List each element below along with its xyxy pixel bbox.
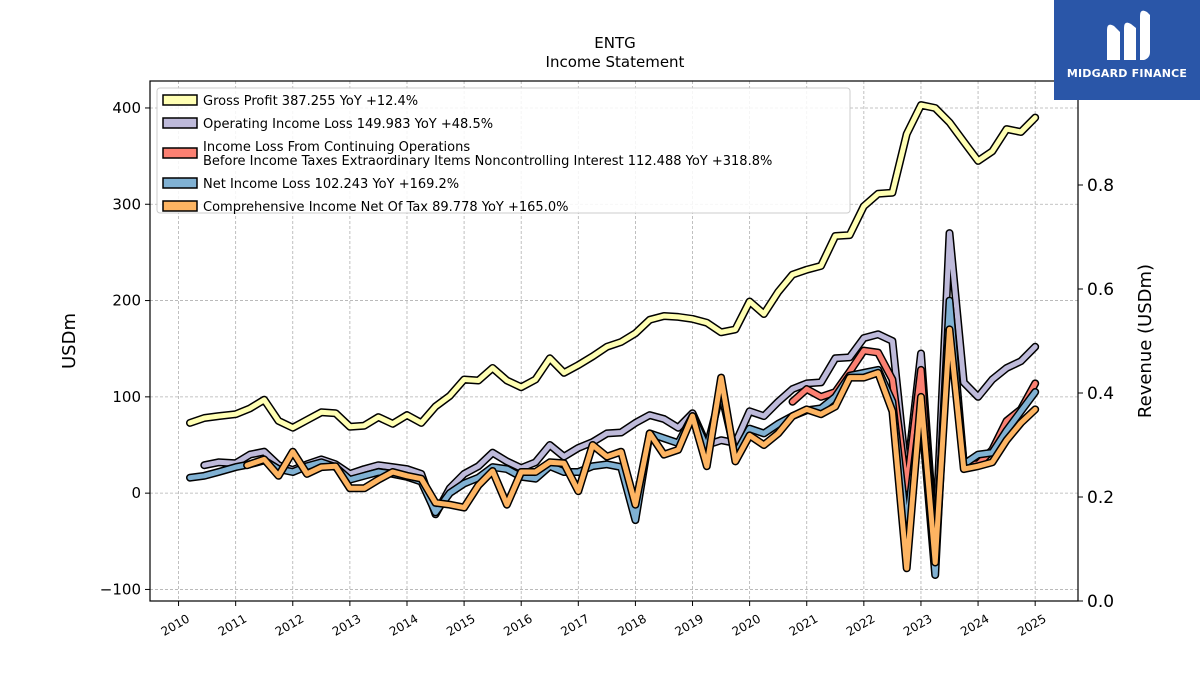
chart-title: ENTG: [594, 34, 635, 52]
series-line: [244, 326, 1038, 571]
legend-swatch: [162, 177, 198, 189]
legend-label: Before Income Taxes Extraordinary Items …: [203, 154, 772, 169]
y-right-tick-label: 0.0: [1087, 592, 1114, 612]
series-0: [186, 101, 1040, 432]
legend: Gross Profit 387.255 YoY +12.4% Operating…: [156, 87, 851, 215]
plot-frame: [149, 80, 1079, 602]
legend-label: Comprehensive Income Net Of Tax 89.778 Y…: [203, 200, 568, 215]
series-layer: [186, 101, 1040, 579]
y-axis-label-right: Revenue (USDm): [1135, 264, 1156, 418]
y-right-tick-label: 0.2: [1087, 488, 1114, 508]
legend-box: [156, 87, 851, 214]
y-tick-label: 200: [112, 292, 141, 310]
series-line: [187, 102, 1038, 431]
y-tick-label: −100: [100, 580, 141, 598]
brand-logo: MIDGARD FINANCE: [1054, 0, 1200, 100]
y-right-tick-label: 0.6: [1087, 280, 1114, 300]
y-right-tick-label: 0.4: [1087, 384, 1114, 404]
left-y-axis: −100 0 100 200 300 400: [100, 99, 150, 598]
chart-subtitle: Income Statement: [546, 53, 685, 71]
legend-label: Gross Profit 387.255 YoY +12.4%: [203, 94, 418, 109]
legend-label: Income Loss From Continuing Operations: [203, 140, 470, 155]
legend-swatch: [162, 94, 198, 106]
legend-label: Operating Income Loss 149.983 YoY +48.5%: [203, 117, 493, 132]
right-y-axis: 0.0 0.2 0.4 0.6 0.8: [1078, 176, 1114, 612]
y-tick-label: 300: [112, 195, 141, 213]
y-tick-label: 0: [131, 484, 141, 502]
series-4: [243, 325, 1040, 573]
legend-swatch: [162, 200, 198, 212]
stylized-m-icon: [1107, 10, 1150, 61]
legend-swatch: [162, 117, 198, 129]
legend-label: Net Income Loss 102.243 YoY +169.2%: [203, 177, 459, 192]
y-right-tick-label: 0.8: [1087, 176, 1114, 196]
y-tick-label: 100: [112, 388, 141, 406]
legend-swatch: [162, 147, 198, 159]
y-axis-label-left: USDm: [59, 313, 80, 369]
brand-logo-text: MIDGARD FINANCE: [1066, 67, 1188, 80]
y-tick-label: 400: [112, 99, 141, 117]
